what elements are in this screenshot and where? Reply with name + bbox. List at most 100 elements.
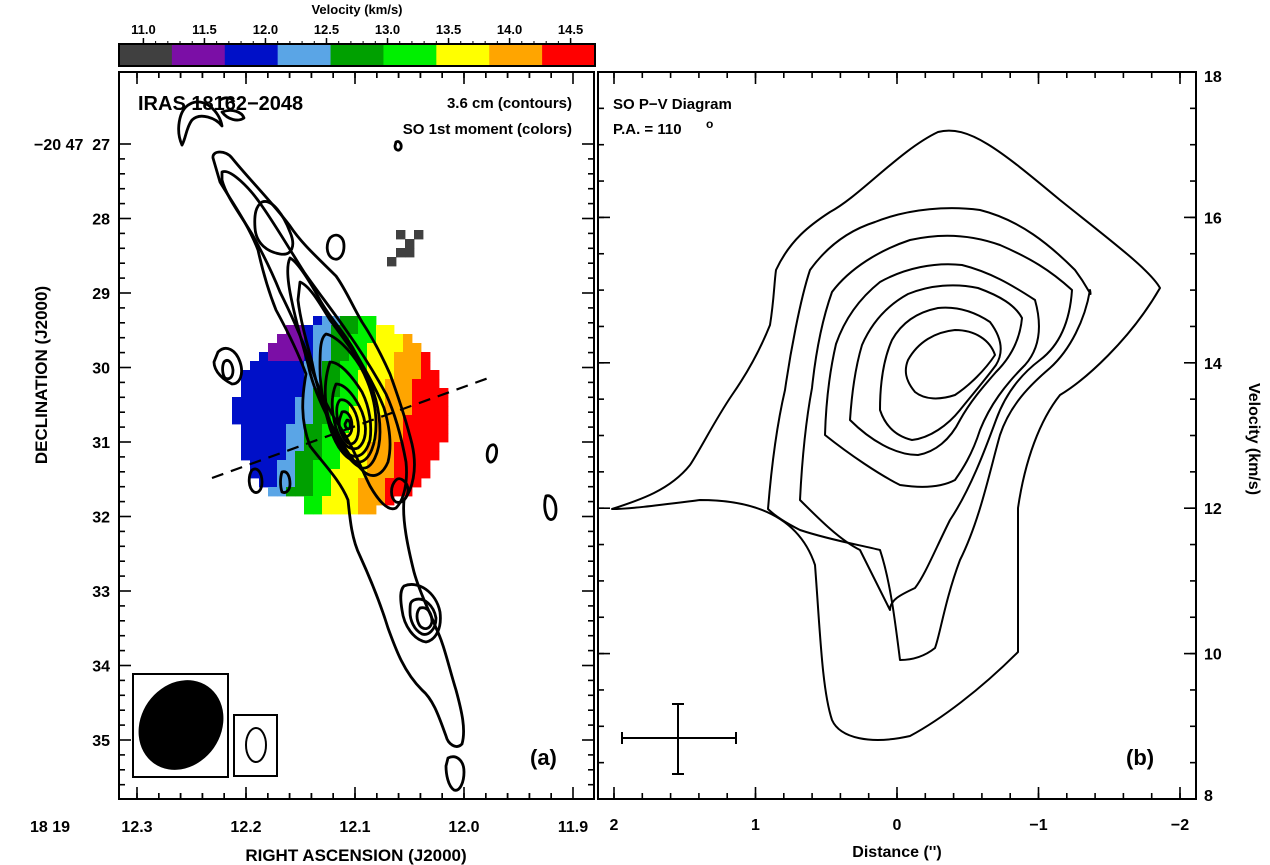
velocity-pixel: [405, 239, 415, 249]
pv-contour-1: [611, 129, 1161, 741]
velocity-pixel: [259, 451, 269, 461]
velocity-pixel: [268, 460, 278, 470]
velocity-pixel: [385, 361, 395, 371]
velocity-pixel: [396, 230, 406, 240]
velocity-pixel: [250, 370, 260, 380]
velocity-pixel: [259, 379, 269, 389]
velocity-pixel: [340, 415, 350, 425]
velocity-pixel: [250, 433, 260, 443]
velocity-pixel: [304, 433, 314, 443]
velocity-pixel: [439, 415, 449, 425]
velocity-pixel: [349, 496, 359, 506]
velocity-tick-label: 12: [1204, 501, 1222, 518]
legend-colors: SO 1st moment (colors): [403, 121, 572, 138]
velocity-pixel: [241, 415, 251, 425]
velocity-pixel: [250, 442, 260, 452]
velocity-pixel: [295, 478, 305, 488]
contour-top-2: [220, 109, 246, 122]
velocity-pixel: [340, 478, 350, 488]
velocity-pixel: [430, 388, 440, 398]
velocity-pixel: [322, 325, 332, 335]
velocity-pixel: [421, 433, 431, 443]
velocity-pixel: [259, 361, 269, 371]
velocity-pixel: [421, 415, 431, 425]
velocity-pixel: [304, 496, 314, 506]
velocity-pixel: [304, 379, 314, 389]
velocity-pixel: [322, 478, 332, 488]
velocity-pixel: [268, 469, 278, 479]
contour-3: [286, 256, 392, 477]
velocity-pixel: [412, 415, 422, 425]
velocity-pixel: [331, 451, 341, 461]
velocity-pixel: [304, 415, 314, 425]
velocity-tick-label: 8: [1204, 788, 1213, 805]
distance-tick-label: −2: [1171, 817, 1189, 834]
beam-box-cont: [233, 714, 278, 777]
dec-tick-label: 31: [92, 435, 110, 452]
distance-tick-label: −1: [1029, 817, 1047, 834]
beam-cont: [245, 727, 267, 763]
velocity-pixel: [421, 469, 431, 479]
velocity-pixel: [403, 478, 413, 488]
velocity-pixel: [430, 442, 440, 452]
velocity-pixel: [340, 388, 350, 398]
velocity-pixel: [367, 505, 377, 515]
velocity-pixel: [295, 469, 305, 479]
contour-island-1: [253, 200, 295, 256]
velocity-pixel: [349, 361, 359, 371]
panel-b: SO P−V Diagram P.A. = 110 o (b) 2 1 0 −1 −21…: [597, 69, 1262, 861]
velocity-pixel: [232, 415, 242, 425]
colorbar-tick-label: 11.0: [131, 22, 156, 37]
velocity-tick-label: 16: [1204, 210, 1222, 227]
velocity-pixel: [439, 424, 449, 434]
velocity-pixel: [367, 370, 377, 380]
velocity-pixel: [304, 478, 314, 488]
velocity-pixel: [250, 451, 260, 461]
pv-contours: [611, 129, 1161, 741]
contour-4: [296, 280, 382, 470]
velocity-pixel: [367, 316, 377, 326]
velocity-pixel: [358, 415, 368, 425]
colorbar-frame: [118, 43, 596, 67]
velocity-pixel: [349, 415, 359, 425]
velocity-pixel: [403, 334, 413, 344]
velocity-pixel: [268, 487, 278, 497]
velocity-pixel: [304, 505, 314, 515]
colorbar-tick-label: 12.0: [253, 22, 278, 37]
velocity-pixel: [331, 460, 341, 470]
colorbar: Velocity (km/s) 11.0 11.5 12.0 12.5 13.0 13.5…: [118, 2, 596, 67]
velocity-pixel: [250, 424, 260, 434]
velocity-pixel: [340, 370, 350, 380]
velocity-pixel: [250, 406, 260, 416]
velocity-pixel: [322, 442, 332, 452]
velocity-pixel: [394, 379, 404, 389]
distance-tick-label: 2: [610, 817, 619, 834]
panel-a: IRAS 18162−2048 3.6 cm (contours) SO 1st…: [30, 71, 595, 865]
velocity-pixel: [403, 397, 413, 407]
velocity-pixel: [412, 343, 422, 353]
velocity-pixel: [394, 343, 404, 353]
velocity-pixel: [232, 406, 242, 416]
velocity-pixel: [241, 424, 251, 434]
contour-9: [337, 410, 354, 438]
velocity-pixel: [322, 487, 332, 497]
velocity-pixel: [340, 505, 350, 515]
velocity-pixel: [376, 406, 386, 416]
contour-west-inner: [221, 359, 235, 381]
velocity-pixel: [331, 478, 341, 488]
velocity-pixel: [277, 433, 287, 443]
velocity-pixel: [430, 415, 440, 425]
velocity-pixel: [376, 460, 386, 470]
velocity-pixel: [349, 505, 359, 515]
beam-so: [138, 680, 224, 770]
velocity-pixel: [412, 451, 422, 461]
velocity-pixel: [349, 379, 359, 389]
velocity-pixel: [268, 361, 278, 371]
velocity-pixel: [286, 388, 296, 398]
contour-n-2: [393, 140, 403, 152]
velocity-pixel: [313, 505, 323, 515]
velocity-pixel: [421, 460, 431, 470]
velocity-pixel: [394, 352, 404, 362]
velocity-pixel: [394, 361, 404, 371]
velocity-pixel: [277, 370, 287, 380]
